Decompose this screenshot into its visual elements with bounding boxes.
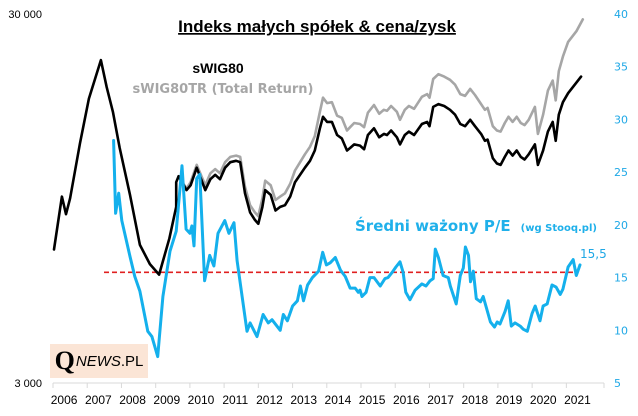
x-tick-label: 2017: [427, 393, 454, 407]
x-tick-label: 2015: [359, 393, 386, 407]
legend-swig80: sWIG80: [192, 60, 244, 76]
x-tick-label: 2010: [188, 393, 215, 407]
right-tick-label: 10: [614, 324, 628, 337]
x-tick-label: 2013: [290, 393, 317, 407]
legend-swig80tr: sWIG80TR (Total Return): [133, 82, 314, 97]
right-tick-label: 35: [614, 61, 628, 74]
left-tick-label: 30 000: [8, 9, 42, 21]
right-tick-label: 15: [614, 272, 628, 285]
pe-line: [112, 139, 582, 359]
pe-source: (wg Stooq.pl): [521, 223, 597, 234]
right-tick-label: 5: [614, 377, 621, 390]
pe-title: Średni ważony P/E: [355, 216, 511, 235]
swig80-line: [52, 58, 583, 276]
chart-title: Indeks małych spółek & cena/zysk: [178, 17, 456, 36]
x-tick-label: 2012: [256, 393, 283, 407]
axes: 2006 2007 2008 2009 2010 2011 2012 2013 2014 2015…: [8, 8, 628, 407]
pe-last-value-label: 15,5: [580, 247, 607, 261]
series-group: [52, 18, 585, 359]
qnews-logo: Q NEWS.PL: [50, 344, 148, 378]
x-tick-label: 2020: [530, 393, 557, 407]
x-tick-label: 2008: [119, 393, 146, 407]
x-tick-label: 2018: [461, 393, 488, 407]
x-tick-label: 2009: [153, 393, 180, 407]
logo-pl: .PL: [120, 352, 144, 370]
x-tick-label: 2014: [325, 393, 352, 407]
x-tick-label: 2021: [564, 393, 591, 407]
x-tick-label: 2019: [496, 393, 523, 407]
logo-news: NEWS: [75, 352, 121, 370]
x-tick-label: 2011: [222, 393, 248, 407]
x-tick-label: 2016: [393, 393, 420, 407]
x-tick-label: 2007: [85, 393, 112, 407]
logo-q: Q: [54, 346, 75, 375]
x-tick-label: 2006: [51, 393, 78, 407]
right-tick-label: 40: [614, 8, 628, 21]
right-tick-label: 20: [614, 219, 628, 232]
left-tick-label: 3 000: [14, 378, 42, 390]
right-tick-label: 30: [614, 113, 628, 126]
swig80tr-line: [177, 18, 585, 218]
right-tick-label: 25: [614, 166, 628, 179]
pe-annotation: Średni ważony P/E (wg Stooq.pl): [355, 216, 597, 235]
